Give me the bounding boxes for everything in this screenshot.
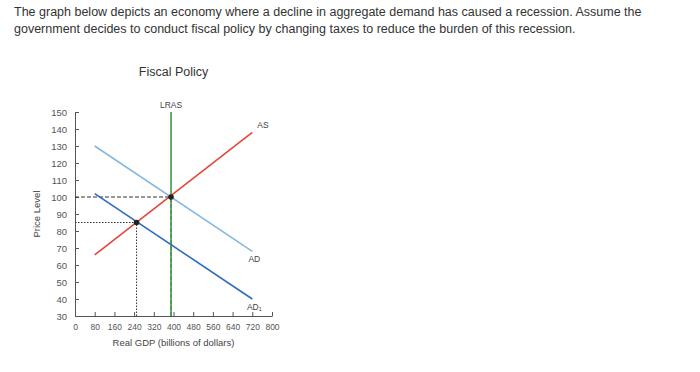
x-axis: 0 80 160 240 320 400 480 560 640 720 800	[73, 312, 280, 332]
y-tick-mark	[75, 129, 79, 130]
curve-label: LRAS	[160, 100, 183, 110]
x-tick: 320	[147, 312, 161, 332]
y-tick: 60	[56, 260, 79, 271]
curve-label: AD₁	[247, 302, 262, 312]
x-tick: 640	[226, 312, 240, 332]
chart-title: Fiscal Policy	[139, 65, 209, 79]
equilibrium-point	[134, 220, 140, 226]
chart: Fiscal Policy 0 80 160 240 320 400 480 560 640 720…	[0, 0, 700, 372]
curve	[95, 146, 253, 251]
y-tick-mark	[75, 299, 79, 300]
y-tick: 110	[52, 175, 79, 186]
x-tick: 160	[108, 312, 122, 332]
x-tick: 800	[265, 312, 279, 332]
x-tick-mark	[114, 312, 115, 316]
x-axis-title: Real GDP (billions of dollars)	[113, 337, 235, 348]
plot-area	[75, 112, 252, 316]
y-tick: 130	[51, 141, 79, 152]
x-tick-mark	[272, 312, 273, 316]
x-tick-label: 160	[108, 322, 122, 332]
curve-label: AD	[248, 254, 260, 264]
curve	[95, 194, 253, 299]
x-tick-label: 640	[226, 322, 240, 332]
y-tick: 90	[56, 209, 79, 220]
x-tick-label: 800	[265, 322, 279, 332]
x-tick-label: 560	[206, 322, 220, 332]
y-tick-mark	[75, 112, 79, 113]
y-tick-label: 150	[51, 107, 67, 118]
y-tick: 100	[51, 192, 79, 203]
y-tick-mark	[75, 180, 79, 181]
y-tick: 40	[56, 294, 79, 305]
x-tick-mark	[95, 312, 96, 316]
y-tick-label: 140	[51, 124, 67, 135]
y-tick-label: 80	[56, 226, 67, 237]
x-tick-mark	[252, 312, 253, 316]
y-tick-label: 70	[56, 243, 67, 254]
y-tick-mark	[75, 248, 79, 249]
y-tick-label: 110	[52, 175, 67, 186]
x-tick-label: 240	[128, 322, 142, 332]
y-tick-label: 30	[56, 311, 67, 322]
x-tick: 240	[128, 312, 142, 332]
y-tick: 120	[51, 158, 79, 169]
y-axis-title: Price Level	[31, 191, 42, 238]
y-tick: 70	[56, 243, 79, 254]
y-tick-label: 130	[51, 141, 67, 152]
price-guide	[75, 222, 137, 223]
y-tick-label: 100	[51, 192, 67, 203]
x-tick-label: 400	[167, 322, 181, 332]
gdp-guide	[136, 223, 137, 317]
x-tick: 480	[187, 312, 201, 332]
y-tick-label: 40	[56, 294, 67, 305]
x-tick: 560	[206, 312, 220, 332]
y-tick-label: 50	[56, 277, 67, 288]
y-tick-mark	[75, 163, 79, 164]
x-tick-mark	[193, 312, 194, 316]
y-tick-mark	[75, 214, 79, 215]
curve	[170, 112, 172, 316]
y-tick-mark	[75, 146, 79, 147]
y-tick-mark	[75, 316, 79, 317]
y-tick-label: 90	[56, 209, 67, 220]
y-tick-label: 60	[56, 260, 67, 271]
x-tick-mark	[233, 312, 234, 316]
y-tick-label: 120	[51, 158, 67, 169]
x-tick: 400	[167, 312, 181, 332]
x-tick: 80	[90, 312, 100, 332]
y-tick-mark	[75, 282, 79, 283]
x-tick-label: 0	[73, 322, 78, 332]
x-tick-label: 720	[246, 322, 260, 332]
y-tick: 150	[51, 107, 79, 118]
x-tick-label: 320	[147, 322, 161, 332]
price-guide	[75, 197, 171, 198]
curve	[95, 132, 253, 254]
y-axis: 30 40 50 60 70 80 90 100 110 120 130 140 150	[51, 107, 79, 322]
y-tick: 80	[56, 226, 79, 237]
curve-label: AS	[257, 120, 269, 130]
y-tick-mark	[75, 231, 79, 232]
x-tick-label: 480	[187, 322, 201, 332]
y-tick: 50	[56, 277, 79, 288]
y-tick: 140	[51, 124, 79, 135]
y-tick: 30	[56, 311, 79, 322]
x-tick-label: 80	[90, 322, 100, 332]
x-tick-mark	[154, 312, 155, 316]
x-tick-mark	[174, 312, 175, 316]
x-axis-line	[76, 316, 273, 317]
x-tick-mark	[134, 312, 135, 316]
x-tick: 720	[246, 312, 260, 332]
x-tick-mark	[213, 312, 214, 316]
question-text: The graph below depicts an economy where…	[14, 4, 694, 38]
y-tick-mark	[75, 265, 79, 266]
equilibrium-point	[168, 194, 174, 200]
